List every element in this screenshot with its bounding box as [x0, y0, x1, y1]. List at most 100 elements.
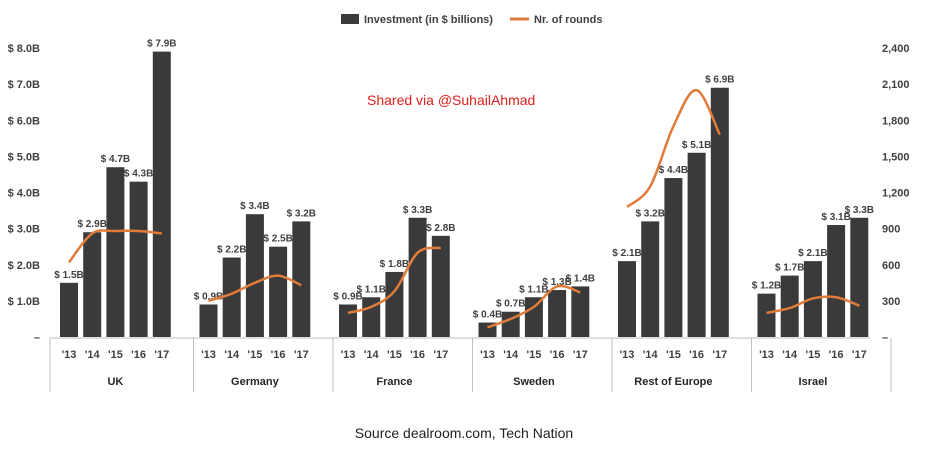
year-tick-label: '16	[131, 349, 146, 361]
bar-data-label: $ 0.7B	[496, 299, 525, 310]
year-tick-label: '17	[852, 349, 867, 361]
year-tick-label: '13	[201, 349, 216, 361]
year-tick-label: '13	[341, 349, 356, 361]
left-axis-tick: $ 4.0B	[8, 188, 40, 200]
year-tick-label: '16	[550, 349, 565, 361]
bar-data-label: $ 3.3B	[403, 205, 432, 216]
investment-bar	[83, 232, 102, 337]
year-tick-label: '16	[271, 349, 286, 361]
bar-data-label: $ 2.1B	[798, 248, 827, 259]
bar-data-label: $ 2.2B	[217, 245, 246, 256]
investment-bar	[385, 271, 404, 337]
investment-bar	[710, 87, 729, 337]
bar-data-label: $ 1.2B	[752, 281, 781, 292]
watermark: Shared via @SuhailAhmad	[367, 92, 536, 108]
bar-data-label: $ 1.1B	[356, 284, 385, 295]
investment-bar	[408, 217, 427, 337]
rounds-line	[487, 284, 581, 329]
year-tick-label: '13	[62, 349, 77, 361]
legend-bar-label: Investment (in $ billions)	[364, 14, 493, 26]
legend: Investment (in $ billions) Nr. of rounds	[341, 14, 602, 26]
right-axis-tick: 2,400	[882, 43, 910, 55]
chart: Investment (in $ billions) Nr. of rounds…	[8, 14, 910, 392]
group-label: Sweden	[513, 376, 555, 388]
right-axis-tick: 1,800	[882, 115, 910, 127]
right-axis-tick: 600	[882, 260, 900, 272]
year-tick-label: '13	[480, 349, 495, 361]
bar-data-label: $ 0.9B	[194, 291, 223, 302]
right-axis-tick: 300	[882, 296, 900, 308]
investment-bar	[687, 152, 706, 337]
bar-data-label: $ 2.8B	[426, 223, 455, 234]
year-tick-label: '17	[433, 349, 448, 361]
bar-data-label: $ 0.4B	[473, 310, 502, 321]
category-axis: '13 '14 '15 '16 '17 UK '13 '14 '15 '16 '17 Germany '…	[62, 338, 892, 392]
bar-data-label: $ 6.9B	[705, 75, 734, 86]
year-tick-label: '14	[364, 349, 380, 361]
axes: – $ 1.0B $ 2.0B $ 3.0B $ 4.0B $ 5.0B $ 6.0B $ 7…	[8, 43, 910, 392]
left-axis-tick: $ 5.0B	[8, 151, 40, 163]
year-tick-label: '15	[805, 349, 820, 361]
investment-bar	[641, 221, 660, 337]
bar-data-label: $ 4.7B	[101, 154, 130, 165]
year-tick-label: '14	[85, 349, 101, 361]
right-axis-tick: 900	[882, 224, 900, 236]
investment-bar	[245, 214, 264, 337]
investment-bar	[362, 297, 381, 337]
year-tick-label: '15	[247, 349, 262, 361]
bar-data-label: $ 1.8B	[380, 259, 409, 270]
investment-bar	[827, 225, 846, 337]
bar-data-label: $ 1.7B	[775, 263, 804, 274]
bar-data-label: $ 1.1B	[519, 284, 548, 295]
bar-data-label: $ 3.3B	[845, 205, 874, 216]
right-axis-tick: 1,500	[882, 151, 910, 163]
rounds-lines	[68, 88, 860, 329]
bar-data-label: $ 1.4B	[566, 273, 595, 284]
left-axis-tick: $ 2.0B	[8, 260, 40, 272]
bar-data-label: $ 0.9B	[333, 291, 362, 302]
right-axis-tick: –	[882, 332, 888, 344]
year-tick-label: '17	[573, 349, 588, 361]
bar-data-label: $ 3.4B	[240, 201, 269, 212]
investment-bar	[199, 304, 218, 337]
group-label: Rest of Europe	[634, 376, 712, 388]
investment-bar	[269, 246, 288, 337]
investment-bar	[757, 293, 776, 337]
left-axis-tick: $ 8.0B	[8, 43, 40, 55]
investment-bar	[60, 282, 78, 337]
year-tick-label: '16	[410, 349, 425, 361]
left-axis-tick: $ 7.0B	[8, 79, 40, 91]
investment-bar	[548, 290, 567, 337]
investment-bar	[129, 181, 148, 337]
bars	[60, 51, 869, 338]
bar-data-label: $ 3.2B	[287, 208, 316, 219]
left-axis-tick: $ 1.0B	[8, 296, 40, 308]
year-tick-label: '13	[759, 349, 774, 361]
year-tick-label: '17	[294, 349, 309, 361]
left-axis-tick: –	[34, 332, 40, 344]
investment-bar	[571, 286, 590, 337]
investment-bar	[850, 217, 869, 337]
rounds-line	[68, 229, 162, 264]
right-axis-tick: 2,100	[882, 79, 910, 91]
investment-bar	[524, 297, 543, 337]
investment-bar	[339, 304, 357, 337]
bar-data-label: $ 1.3B	[542, 277, 571, 288]
year-tick-label: '14	[643, 349, 659, 361]
group-label: Germany	[231, 376, 280, 388]
bar-labels: $ 1.5B $ 2.9B $ 4.7B $ 4.3B $ 7.9B $ 0.9B $ 2.…	[54, 39, 874, 321]
rounds-line	[766, 295, 860, 315]
left-axis-tick: $ 6.0B	[8, 115, 40, 127]
year-tick-label: '15	[387, 349, 402, 361]
year-tick-label: '15	[108, 349, 123, 361]
bar-data-label: $ 5.1B	[682, 140, 711, 151]
year-tick-label: '16	[689, 349, 704, 361]
year-tick-label: '15	[666, 349, 681, 361]
bar-data-label: $ 3.2B	[635, 208, 664, 219]
year-tick-label: '17	[712, 349, 727, 361]
investment-bar	[780, 275, 799, 337]
year-tick-label: '16	[829, 349, 844, 361]
investment-bar	[618, 261, 636, 337]
bar-data-label: $ 2.1B	[612, 248, 641, 259]
bar-data-label: $ 4.4B	[659, 165, 688, 176]
